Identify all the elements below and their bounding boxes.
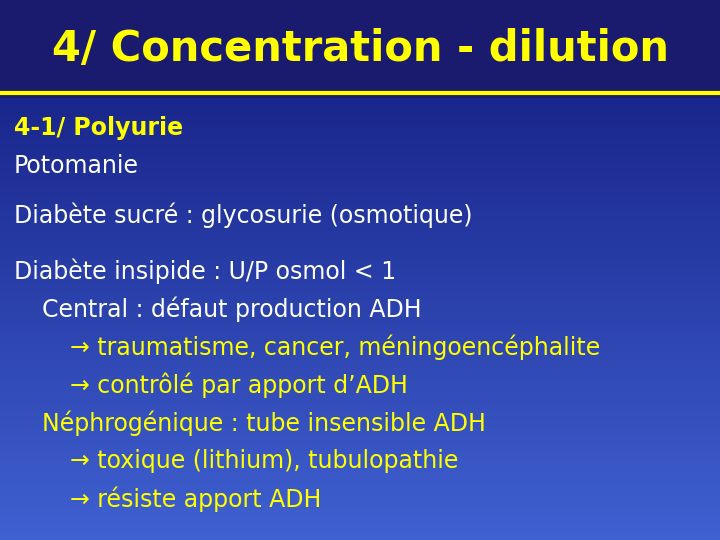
Text: Diabète sucré : glycosurie (osmotique): Diabète sucré : glycosurie (osmotique) [14, 202, 472, 227]
Text: → toxique (lithium), tubulopathie: → toxique (lithium), tubulopathie [70, 449, 459, 473]
Text: 4/ Concentration - dilution: 4/ Concentration - dilution [52, 28, 668, 70]
Text: Potomanie: Potomanie [14, 154, 139, 178]
Text: Néphrogénique : tube insensible ADH: Néphrogénique : tube insensible ADH [42, 411, 486, 436]
Text: → contrôlé par apport d’ADH: → contrôlé par apport d’ADH [70, 373, 408, 399]
Text: 4-1/ Polyurie: 4-1/ Polyurie [14, 116, 183, 140]
Text: Diabète insipide : U/P osmol < 1: Diabète insipide : U/P osmol < 1 [14, 259, 396, 285]
Text: → résiste apport ADH: → résiste apport ADH [70, 487, 321, 512]
Text: Central : défaut production ADH: Central : défaut production ADH [42, 297, 422, 322]
Text: → traumatisme, cancer, méningoencéphalite: → traumatisme, cancer, méningoencéphalit… [70, 335, 600, 361]
